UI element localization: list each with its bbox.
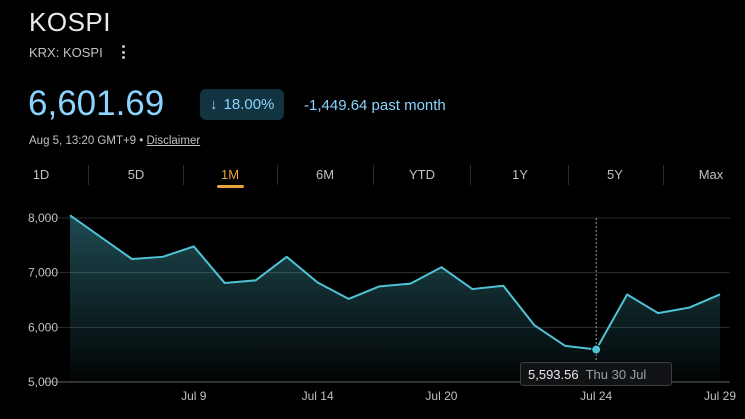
y-tick-label: 8,000: [28, 211, 58, 225]
ticker-symbol: KRX: KOSPI: [29, 44, 103, 60]
disclaimer-link[interactable]: Disclaimer: [146, 135, 201, 147]
arrow-down-icon: ↓: [210, 96, 218, 113]
tab-1d[interactable]: 1D: [32, 167, 50, 182]
series-area: [70, 215, 720, 382]
ticker-row: KRX: KOSPI: [29, 44, 131, 60]
change-percent: 18.00%: [223, 96, 275, 113]
x-tick-label: Jul 14: [302, 389, 334, 403]
tab-divider: [183, 165, 184, 185]
quote-timestamp: Aug 5, 13:20 GMT+9 •: [29, 135, 147, 147]
y-tick-label: 7,000: [28, 266, 58, 280]
x-tick-label: Jul 29: [704, 389, 736, 403]
y-tick-label: 6,000: [28, 320, 58, 334]
tab-divider: [277, 165, 278, 185]
change-badge: ↓ 18.00%: [200, 89, 285, 120]
change-amount: -1,449.64 past month: [304, 97, 446, 114]
range-tabs: 1D 5D 1M 6M YTD 1Y 5Y Max: [0, 160, 745, 190]
current-price: 6,601.69: [28, 84, 165, 123]
price-chart[interactable]: 8,000 7,000 6,000 5,000 Jul 9 Jul 14 Jul 20 Jul…: [0, 190, 745, 419]
tab-5y[interactable]: 5Y: [607, 167, 623, 182]
tab-divider: [568, 165, 569, 185]
y-tick-label: 5,000: [28, 375, 58, 389]
tab-6m[interactable]: 6M: [315, 167, 335, 182]
page-title: KOSPI: [29, 7, 111, 37]
chart-tooltip: 5,593.56 Thu 30 Jul: [520, 362, 672, 386]
tab-divider: [470, 165, 471, 185]
active-tab-indicator: [217, 185, 244, 188]
tab-max[interactable]: Max: [698, 167, 724, 182]
tab-1m[interactable]: 1M: [220, 167, 240, 182]
tab-ytd[interactable]: YTD: [409, 167, 435, 182]
quote-meta: Aug 5, 13:20 GMT+9 • Disclaimer: [29, 135, 200, 147]
x-tick-label: Jul 20: [425, 389, 457, 403]
x-tick-label: Jul 9: [181, 389, 207, 403]
x-tick-label: Jul 24: [580, 389, 612, 403]
tab-1y[interactable]: 1Y: [512, 167, 528, 182]
tooltip-date: Thu 30 Jul: [585, 366, 647, 382]
tab-divider: [663, 165, 664, 185]
highlight-point: [591, 344, 602, 355]
tab-5d[interactable]: 5D: [127, 167, 145, 182]
tooltip-value: 5,593.56: [528, 366, 579, 382]
more-options-icon[interactable]: [117, 44, 131, 60]
tab-divider: [88, 165, 89, 185]
series-line: [69, 214, 721, 351]
tab-divider: [373, 165, 374, 185]
